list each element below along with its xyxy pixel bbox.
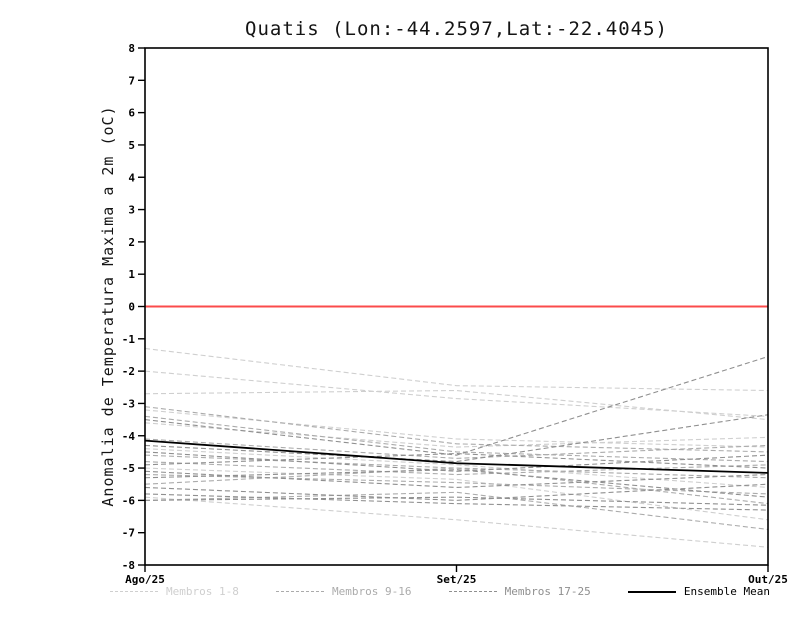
member-line: [144, 496, 769, 506]
y-tick-label: 1: [128, 268, 135, 281]
member-line: [144, 406, 769, 453]
legend-line-sample: [110, 591, 158, 592]
member-line: [144, 483, 769, 501]
member-line: [144, 438, 769, 459]
legend-label: Membros 9-16: [332, 585, 412, 598]
member-line: [144, 389, 769, 421]
x-tick-label: Out/25: [748, 573, 788, 586]
legend-item-members-9-16: Membros 9-16: [276, 585, 412, 598]
y-tick-label: 4: [128, 171, 135, 184]
member-line: [144, 493, 769, 511]
member-line: [144, 370, 769, 417]
member-line: [144, 496, 769, 548]
y-tick-label: 3: [128, 204, 135, 217]
member-line: [144, 451, 769, 472]
y-tick-label: -8: [122, 559, 135, 572]
member-line: [144, 356, 769, 456]
ensemble-mean-line: [144, 439, 769, 474]
legend-line-sample: [276, 591, 325, 592]
y-tick-label: 6: [128, 107, 135, 120]
member-line: [144, 414, 769, 463]
y-tick-label: -5: [122, 462, 135, 475]
member-line: [144, 415, 769, 463]
member-line: [144, 469, 769, 498]
legend-label: Membros 1-8: [166, 585, 239, 598]
member-line: [144, 473, 769, 495]
y-tick-label: -6: [122, 494, 136, 507]
y-tick-label: 7: [128, 74, 135, 87]
y-tick-label: 0: [128, 301, 135, 314]
y-tick-label: 5: [128, 139, 135, 152]
member-line: [144, 467, 769, 505]
legend-label: Membros 17-25: [504, 585, 591, 598]
member-line: [144, 448, 769, 488]
y-tick-label: -1: [122, 333, 136, 346]
member-line: [144, 347, 769, 392]
y-tick-label: 8: [128, 42, 135, 55]
x-tick-label: Set/25: [437, 573, 477, 586]
member-line: [144, 467, 769, 521]
y-tick-label: -7: [122, 527, 135, 540]
legend-line-sample: [448, 591, 497, 592]
x-tick-label: Ago/25: [125, 573, 165, 586]
member-line: [144, 491, 769, 531]
legend: Membros 1-8 Membros 9-16 Membros 17-25 E…: [110, 585, 770, 598]
chart-title: Quatis (Lon:-44.2597,Lat:-22.4045): [245, 18, 668, 40]
y-tick-label: 2: [128, 236, 135, 249]
legend-label: Ensemble Mean: [683, 585, 770, 598]
legend-item-members-17-25: Membros 17-25: [448, 585, 591, 598]
y-tick-label: -2: [122, 365, 135, 378]
y-tick-label: -3: [122, 397, 135, 410]
legend-line-sample: [627, 590, 676, 593]
legend-item-ensemble-mean: Ensemble Mean: [627, 585, 770, 598]
member-line: [144, 452, 769, 469]
y-tick-label: -4: [122, 430, 136, 443]
legend-item-members-1-8: Membros 1-8: [110, 585, 239, 598]
member-line: [144, 470, 769, 489]
